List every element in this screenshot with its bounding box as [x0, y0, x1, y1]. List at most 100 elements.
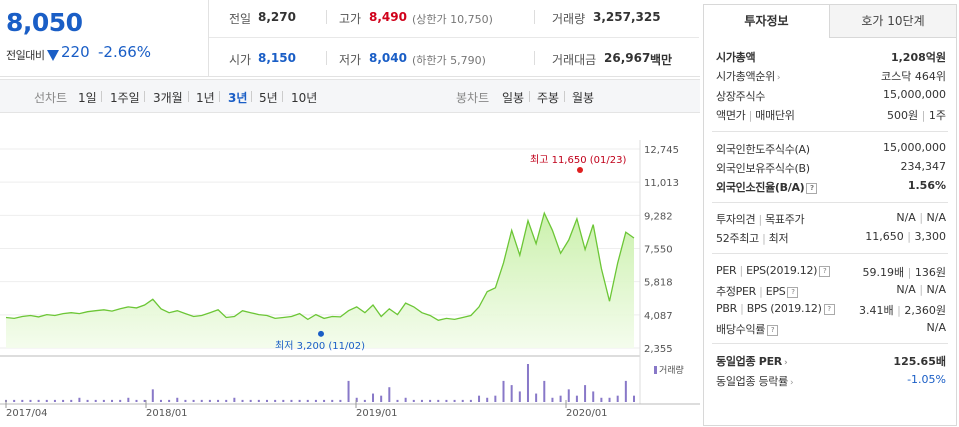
volume-bar	[453, 399, 456, 402]
divider	[282, 91, 283, 102]
volume-bar	[200, 399, 203, 402]
divider	[188, 91, 189, 102]
volume-bar	[13, 399, 16, 402]
volume-bar	[478, 395, 481, 402]
investment-info-panel: 투자정보 호가 10단계 시가총액 1,208억원 시가총액순위 › 코스닥 46…	[703, 4, 957, 426]
y-tick-label: 12,745	[644, 145, 679, 156]
change-value: 220	[61, 43, 90, 61]
volume-bar	[159, 399, 162, 402]
volume-bar	[45, 399, 48, 402]
info-row-shares: 상장주식수 15,000,000	[716, 88, 946, 104]
y-axis: 12,745 11,013 9,282 7,550 5,818 4,087 2,355	[644, 145, 679, 355]
help-icon[interactable]: ?	[823, 304, 835, 315]
tab-orderbook[interactable]: 호가 10단계	[830, 5, 956, 38]
volume-bar	[168, 399, 171, 402]
candle-weekly[interactable]: 주봉	[537, 91, 560, 105]
candle-monthly[interactable]: 월봉	[572, 91, 595, 105]
help-icon[interactable]: ?	[767, 325, 779, 336]
x-tick-label: 2018/01	[146, 408, 188, 419]
volume-bar	[469, 399, 472, 402]
eps-value: 136원	[914, 266, 946, 279]
volume-bar	[339, 399, 342, 402]
period-1d[interactable]: 1일	[78, 91, 97, 105]
opinion-label: 투자의견	[716, 213, 756, 226]
chevron-right-icon: ›	[776, 73, 781, 83]
info-row-cap-rank[interactable]: 시가총액순위 › 코스닥 464위	[716, 68, 946, 84]
open-value: 8,150	[258, 51, 296, 65]
volume-bar	[575, 395, 578, 402]
period-10y[interactable]: 10년	[291, 91, 318, 105]
y-tick-label: 4,087	[644, 311, 673, 322]
period-3y[interactable]: 3년	[228, 91, 248, 105]
divider	[534, 10, 535, 24]
divider	[101, 91, 102, 102]
foreign-hold-label: 외국인보유주식수(B)	[716, 162, 810, 175]
volume-bar	[584, 385, 587, 402]
amount-label: 거래대금	[552, 53, 597, 67]
dividend-label: 배당수익률	[716, 323, 766, 336]
price-chart[interactable]: 12,745 11,013 9,282 7,550 5,818 4,087 2,355 최고…	[0, 112, 700, 427]
divider	[209, 37, 699, 38]
volume-bar	[282, 399, 285, 402]
volume-bar	[543, 380, 546, 402]
foreign-ratio-label: 외국인소진율(B/A)	[716, 181, 805, 194]
shares-label: 상장주식수	[716, 90, 766, 103]
cap-rank-value: 코스닥 464위	[881, 70, 946, 83]
industry-per-value: 125.65배	[893, 355, 946, 368]
face-value: 500원	[887, 109, 919, 122]
y-tick-label: 5,818	[644, 278, 673, 289]
x-axis: 2017/04 2018/01 2019/01 2020/01	[5, 400, 608, 419]
help-icon[interactable]: ?	[806, 183, 818, 194]
period-3m[interactable]: 3개월	[153, 91, 183, 105]
volume-bar	[290, 399, 293, 402]
lower-limit: (하한가 5,790)	[412, 54, 486, 67]
volume-bar	[225, 399, 228, 402]
price-line	[5, 211, 635, 321]
y-tick-label: 11,013	[644, 178, 679, 189]
volume-bar	[461, 399, 464, 402]
price-area	[6, 213, 634, 348]
volume-bar	[404, 397, 407, 402]
info-row-opinion: 투자의견 | 목표주가 N/A | N/A	[716, 211, 946, 226]
info-row-industry-change[interactable]: 동일업종 등락률 › -1.05%	[716, 373, 946, 389]
prev-close-label: 전일	[229, 12, 252, 26]
volume-bar	[445, 399, 448, 402]
bps-label: BPS (2019.12)	[746, 302, 822, 315]
dividend-value: N/A	[926, 321, 946, 334]
help-icon[interactable]: ?	[787, 287, 799, 298]
info-row-per: PER | EPS(2019.12)? 59.19배 | 136원	[716, 264, 946, 279]
high-value: 8,490	[369, 10, 407, 24]
volume-bar	[151, 389, 154, 402]
volume-bar	[298, 399, 301, 402]
info-row-industry-per[interactable]: 동일업종 PER › 125.65배	[716, 353, 946, 369]
pbr-label: PBR	[716, 302, 737, 315]
help-icon[interactable]: ?	[819, 266, 831, 277]
volume-legend: 거래량	[659, 364, 684, 376]
industry-change-label: 동일업종 등락률	[716, 375, 788, 388]
period-1y[interactable]: 1년	[196, 91, 215, 105]
chevron-right-icon: ›	[783, 358, 788, 368]
tab-investment-info[interactable]: 투자정보	[704, 5, 830, 38]
volume-bar	[176, 397, 179, 402]
volume-bar	[217, 399, 220, 402]
divider	[251, 91, 252, 102]
volume-bar	[314, 399, 317, 402]
volume-bar	[184, 399, 187, 402]
period-5y[interactable]: 5년	[259, 91, 278, 105]
per-label: PER	[716, 264, 737, 277]
volume-bar	[396, 399, 399, 402]
price-summary: 8,050 전일대비 220 -2.66%	[0, 0, 209, 77]
max-annotation: 최고 11,650 (01/23)	[530, 154, 626, 166]
volume-bar	[111, 399, 114, 402]
volume-bar	[127, 397, 130, 402]
per-value: 59.19배	[862, 266, 905, 279]
volume-bar	[567, 389, 570, 402]
period-1w[interactable]: 1주일	[110, 91, 140, 105]
volume-bar	[526, 364, 529, 402]
y-tick-label: 7,550	[644, 245, 673, 256]
info-row-est-per: 추정PER | EPS? N/A | N/A	[716, 283, 946, 298]
min-marker	[318, 330, 324, 337]
volume-bar	[70, 399, 73, 402]
volume-bar	[274, 399, 277, 402]
candle-daily[interactable]: 일봉	[502, 91, 525, 105]
